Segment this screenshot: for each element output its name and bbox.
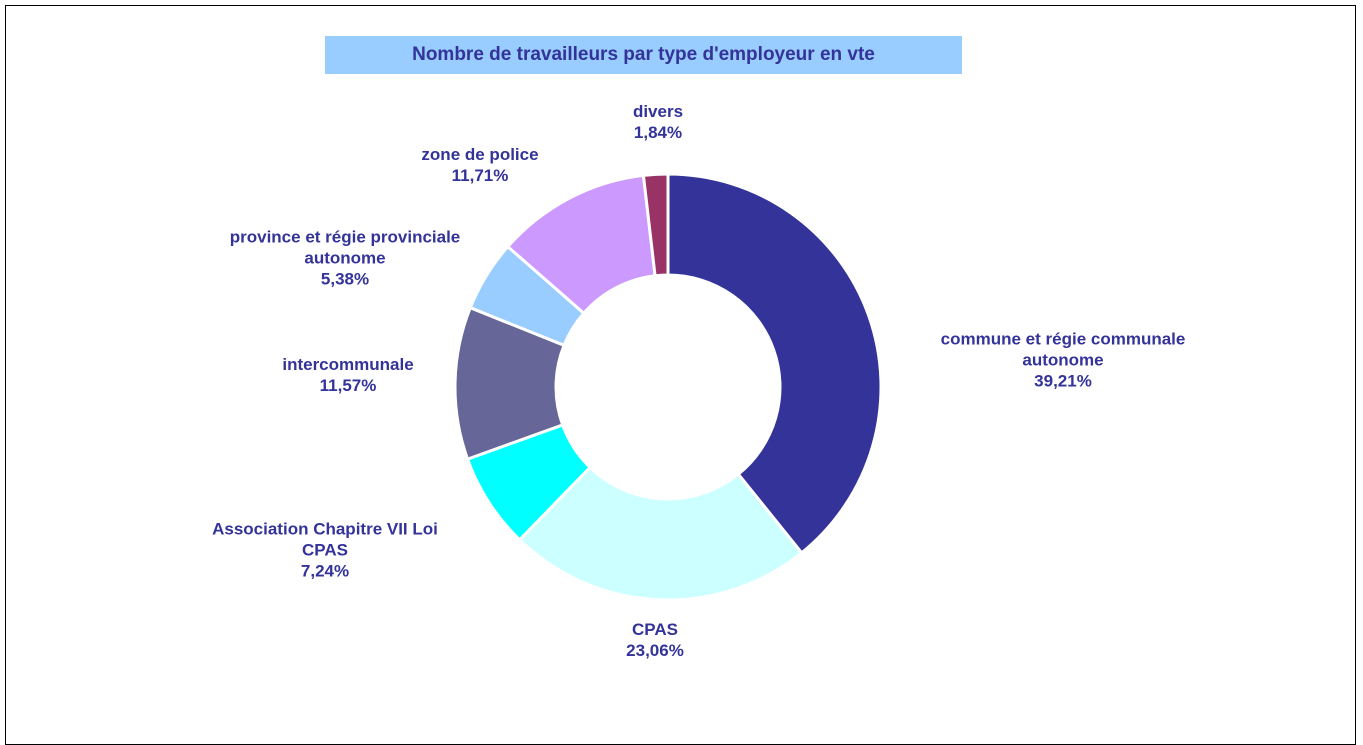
value-label: 5,38% [320,269,370,289]
value-label: 7,24% [300,561,350,581]
data-label: CPAS 23,06% [555,619,755,661]
value-label: 11,57% [319,376,377,395]
data-label: Association Chapitre VII Loi CPAS 7,24% [195,519,455,582]
chart [453,172,883,602]
data-label: intercommunale 11,57% [238,354,458,396]
value-label: 39,21% [1034,371,1092,391]
donut-segment [666,172,883,555]
data-label: zone de police 11,71% [370,144,590,186]
category-label: CPAS [632,620,678,639]
category-label: commune et régie communale autonome [940,329,1186,370]
category-label: intercommunale [282,355,414,374]
category-label: province et régie provinciale autonome [229,227,461,268]
category-label: zone de police [421,145,539,164]
data-label: province et régie provinciale autonome 5,… [228,227,463,290]
category-label: Association Chapitre VII Loi CPAS [212,519,438,560]
data-label: commune et régie communale autonome 39,21… [928,329,1198,392]
value-label: 1,84% [633,123,683,142]
value-label: 11,71% [451,166,509,185]
data-label: divers 1,84% [558,101,758,143]
donut-segment [641,172,670,278]
page: Nombre de travailleurs par type d'employ… [5,5,1356,745]
chart-title: Nombre de travailleurs par type d'employ… [325,36,962,74]
category-label: divers [632,102,684,121]
donut-segment [517,465,804,602]
value-label: 23,06% [626,641,684,660]
